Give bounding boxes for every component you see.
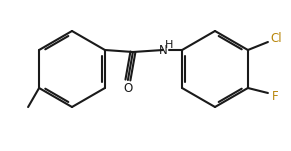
Text: F: F: [272, 90, 278, 103]
Text: O: O: [123, 82, 132, 95]
Text: Cl: Cl: [270, 32, 282, 45]
Text: N: N: [159, 43, 167, 56]
Text: H: H: [165, 40, 173, 50]
